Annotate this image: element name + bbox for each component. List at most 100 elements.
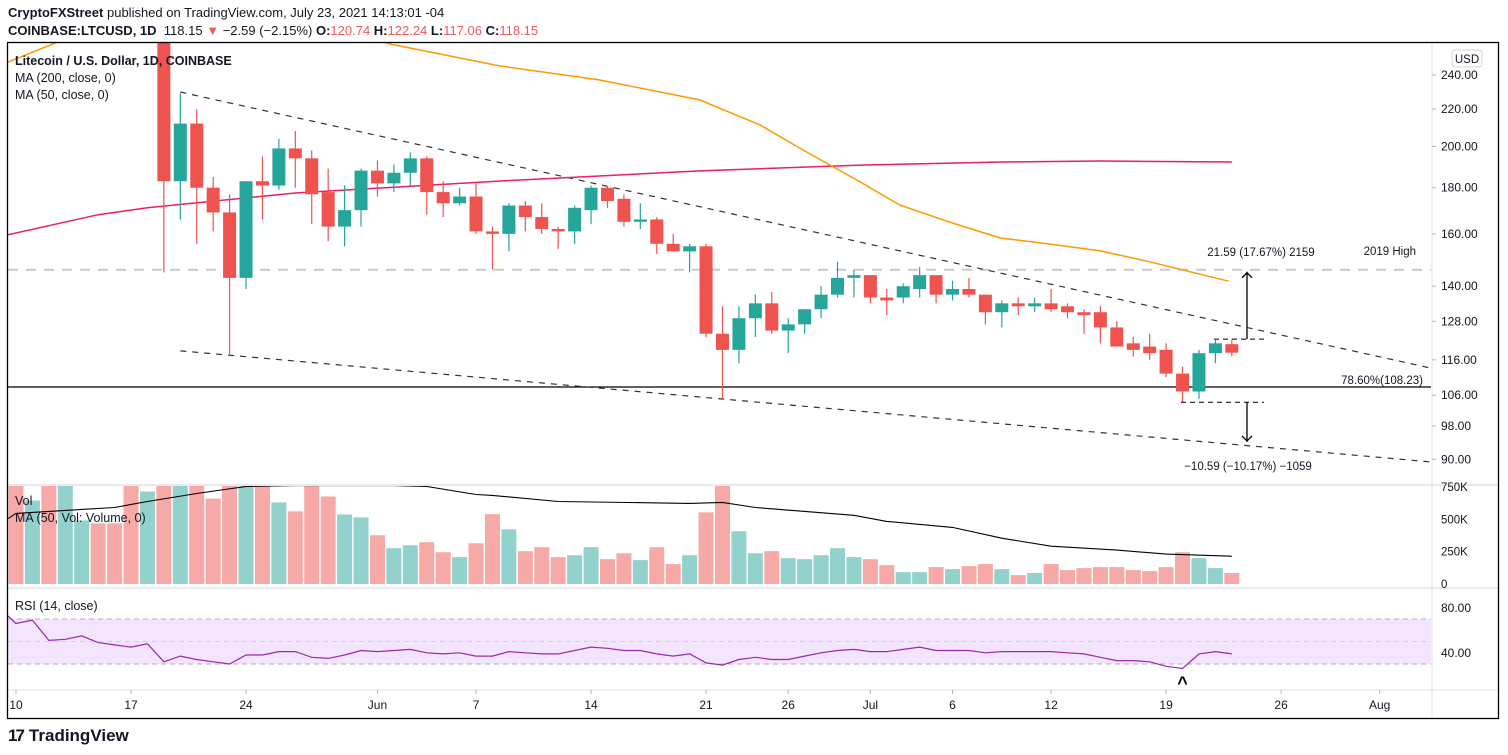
candle-body <box>995 303 1009 313</box>
volume-bar <box>945 569 961 584</box>
volume-bar <box>271 502 287 584</box>
volume-bar <box>501 529 517 584</box>
volume-bar <box>698 512 714 584</box>
candle-body <box>1225 344 1239 353</box>
legend-vol[interactable]: Vol <box>15 494 32 508</box>
candle <box>929 275 943 304</box>
candle <box>469 183 483 234</box>
legend-ma200[interactable]: MA (200, close, 0) <box>15 71 116 85</box>
candle <box>600 185 614 208</box>
candle <box>338 185 352 247</box>
candle-body <box>387 172 401 184</box>
candle <box>699 243 713 337</box>
candle <box>650 217 664 254</box>
volume-ma-line <box>8 486 1232 557</box>
candle <box>387 164 401 193</box>
published-text: published on TradingView.com, July 23, 2… <box>106 5 445 20</box>
candle <box>1077 309 1091 334</box>
candle <box>1143 333 1157 360</box>
legend-rsi[interactable]: RSI (14, close) <box>15 599 98 613</box>
publish-info: CryptoFXStreet published on TradingView.… <box>8 5 444 20</box>
volume-bar <box>1142 571 1158 584</box>
candle <box>535 203 549 234</box>
candle <box>239 181 253 289</box>
legend-vol-ma[interactable]: MA (50, Vol: Volume, 0) <box>15 511 146 525</box>
candle-body <box>633 219 647 222</box>
volume-bar <box>879 565 895 584</box>
candle <box>896 283 910 304</box>
volume-bar <box>1076 568 1092 584</box>
volume-tick-label: 750K <box>1441 482 1468 494</box>
high-value: 122.24 <box>387 23 428 38</box>
candle <box>1110 321 1124 347</box>
volume-bar <box>665 564 681 584</box>
candle <box>633 203 647 229</box>
candle <box>518 200 532 232</box>
candle <box>206 176 220 232</box>
candle <box>1225 339 1239 357</box>
candle-body <box>946 288 960 295</box>
price-tick-label: 90.00 <box>1441 452 1471 466</box>
rsi-low-marker: ^ <box>1177 673 1188 693</box>
volume-bar <box>24 500 40 584</box>
price-tick-label: 98.00 <box>1441 419 1471 433</box>
price-tick-label: 106.00 <box>1441 388 1478 402</box>
candle-body <box>338 210 352 227</box>
volume-tick-label: 250K <box>1441 547 1468 559</box>
volume-tick-label: 500K <box>1441 514 1468 526</box>
volume-bar <box>895 572 911 584</box>
volume-bar <box>337 514 353 584</box>
volume-bar <box>1191 558 1207 584</box>
time-tick-label: 17 <box>124 698 138 712</box>
volume-bar <box>1010 575 1026 584</box>
low-value: 117.06 <box>443 23 482 38</box>
candle <box>798 309 812 334</box>
volume-bar <box>304 486 320 584</box>
currency-badge[interactable]: USD <box>1451 49 1483 68</box>
down-triangle-icon: ▼ <box>206 23 220 38</box>
candle-body <box>354 170 368 211</box>
candle <box>551 226 565 249</box>
volume-bar <box>961 566 977 584</box>
candle <box>255 156 269 220</box>
price-tick-label: 200.00 <box>1441 139 1478 153</box>
volume-bar <box>435 552 451 584</box>
candle <box>223 194 237 357</box>
candle <box>1093 306 1107 344</box>
candle-body <box>1061 306 1075 313</box>
candle-body <box>568 207 582 232</box>
tradingview-logo[interactable]: 17 TradingView <box>8 726 129 746</box>
author[interactable]: CryptoFXStreet <box>8 5 104 20</box>
candle <box>288 131 302 188</box>
arrow-up-icon <box>1241 271 1253 279</box>
candle-body <box>650 219 664 244</box>
candle <box>617 194 631 227</box>
arrow-down-icon <box>1241 435 1253 442</box>
volume-bar <box>813 555 829 584</box>
candle-body <box>929 275 943 295</box>
candle-body <box>962 288 976 295</box>
candle-body <box>305 158 319 195</box>
candle-body <box>403 158 417 173</box>
candle-body <box>469 196 483 232</box>
candle <box>781 318 795 354</box>
candle-body <box>781 324 795 331</box>
candle <box>1044 288 1058 313</box>
volume-bar <box>567 555 583 584</box>
volume-bar <box>419 542 435 584</box>
volume-bar <box>649 547 665 584</box>
volume-bar <box>468 543 484 584</box>
candle-body <box>1093 312 1107 328</box>
volume-bar <box>90 523 106 584</box>
candle-body <box>190 123 204 188</box>
candle-body <box>1011 303 1025 307</box>
volume-bar <box>1109 567 1125 584</box>
legend-ma50[interactable]: MA (50, close, 0) <box>15 88 109 102</box>
candle <box>715 306 729 399</box>
candle <box>831 261 844 298</box>
volume-bar <box>1027 573 1043 584</box>
volume-bar <box>1043 564 1059 584</box>
candle-body <box>1143 346 1157 354</box>
candle-body <box>600 187 614 201</box>
